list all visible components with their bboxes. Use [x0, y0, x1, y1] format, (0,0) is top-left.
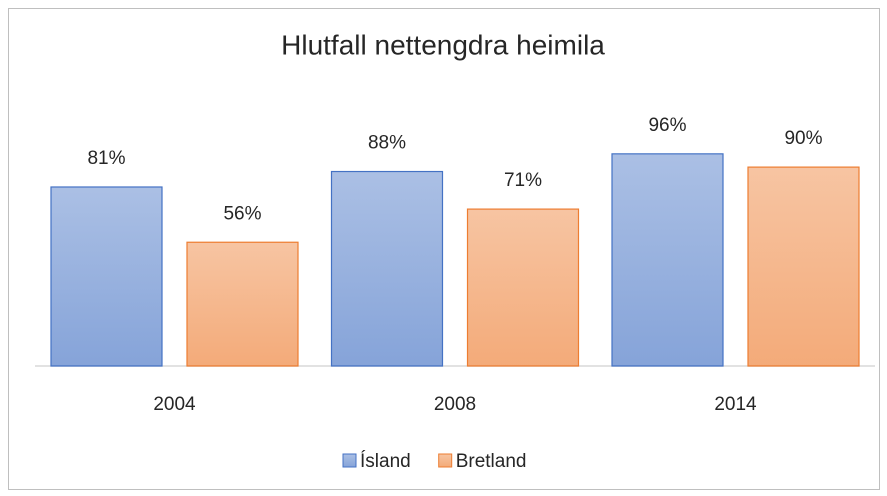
bar [50, 186, 163, 367]
chart-title: Hlutfall nettengdra heimila [281, 29, 605, 60]
legend-label: Bretland [456, 451, 527, 472]
bar [611, 153, 724, 367]
bar [747, 166, 860, 367]
data-label: 56% [223, 203, 261, 224]
x-tick-label: 2014 [714, 394, 757, 415]
data-label: 96% [648, 115, 686, 136]
x-tick-label: 2004 [153, 394, 196, 415]
data-label: 81% [87, 148, 125, 169]
x-tick-label: 2008 [434, 394, 476, 415]
data-label: 90% [784, 128, 822, 149]
data-label: 71% [504, 170, 542, 191]
bar [466, 208, 580, 367]
data-label: 88% [368, 133, 406, 154]
bar [330, 170, 444, 367]
legend-label: Ísland [360, 451, 411, 472]
legend-swatch [438, 453, 453, 468]
bar [186, 241, 299, 367]
legend-swatch [342, 453, 357, 468]
